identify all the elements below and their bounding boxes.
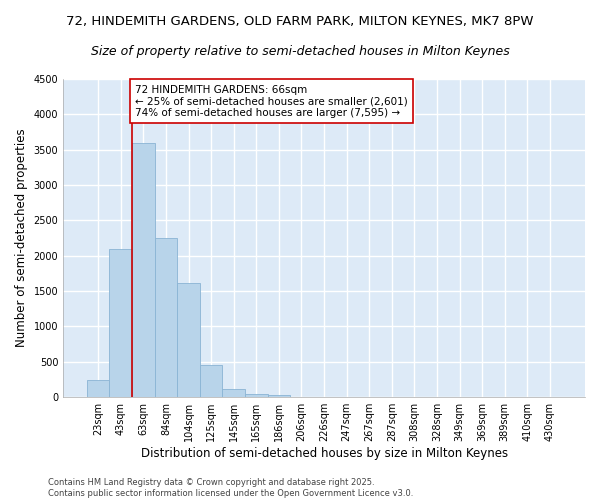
Bar <box>155 238 177 397</box>
Y-axis label: Number of semi-detached properties: Number of semi-detached properties <box>15 129 28 348</box>
Bar <box>200 366 223 397</box>
Text: 72, HINDEMITH GARDENS, OLD FARM PARK, MILTON KEYNES, MK7 8PW: 72, HINDEMITH GARDENS, OLD FARM PARK, MI… <box>66 15 534 28</box>
Bar <box>177 282 200 397</box>
Bar <box>87 380 109 397</box>
Bar <box>245 394 268 397</box>
X-axis label: Distribution of semi-detached houses by size in Milton Keynes: Distribution of semi-detached houses by … <box>140 447 508 460</box>
Bar <box>109 248 132 397</box>
Bar <box>223 390 245 397</box>
Text: Contains HM Land Registry data © Crown copyright and database right 2025.
Contai: Contains HM Land Registry data © Crown c… <box>48 478 413 498</box>
Text: Size of property relative to semi-detached houses in Milton Keynes: Size of property relative to semi-detach… <box>91 45 509 58</box>
Text: 72 HINDEMITH GARDENS: 66sqm
← 25% of semi-detached houses are smaller (2,601)
74: 72 HINDEMITH GARDENS: 66sqm ← 25% of sem… <box>136 84 408 118</box>
Bar <box>268 395 290 397</box>
Bar <box>132 142 155 397</box>
